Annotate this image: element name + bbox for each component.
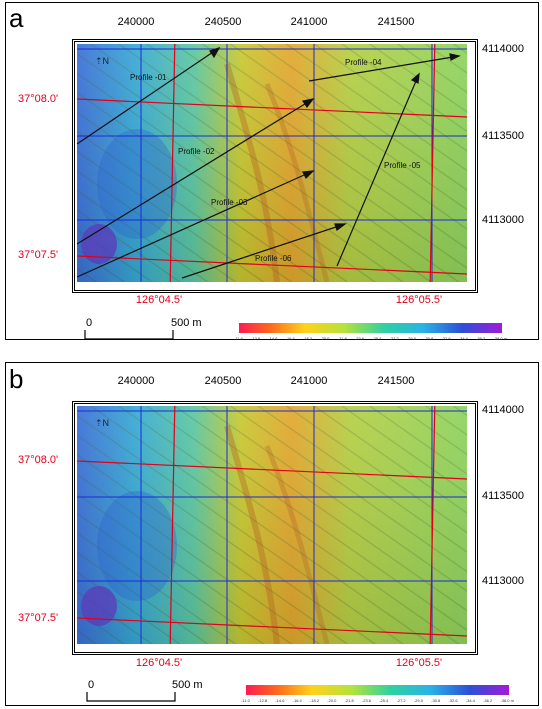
profile-label: Profile -05	[384, 161, 421, 170]
colorbar-tick: -23.6	[361, 698, 372, 703]
utm-y-label: 4113500	[482, 490, 525, 502]
longitude-label: 126°04.5'	[135, 657, 183, 669]
panel-b: b 240000 240500 241000 241500 4114000 41…	[5, 362, 539, 706]
profile-label: Profile -06	[255, 254, 292, 263]
colorbar-tick: -11.0	[234, 336, 243, 341]
utm-x-label: 241500	[377, 375, 415, 387]
north-arrow-icon: ⇡N	[95, 418, 110, 428]
colorbar-tick: -34.4	[458, 336, 468, 341]
colorbar-tick: -18.2	[302, 336, 313, 341]
depth-colorbar	[246, 685, 509, 695]
bathymetry-map: ⇡N	[77, 406, 467, 644]
scale-length-label: 500 m	[171, 317, 202, 329]
utm-x-label: 240000	[117, 16, 155, 28]
colorbar-tick: -21.8	[337, 336, 347, 341]
colorbar-tick: -20.0	[327, 698, 337, 703]
colorbar-tick: -27.2	[396, 698, 406, 703]
colorbar-tick: -36.2	[483, 698, 493, 703]
profile-label: Profile -02	[178, 147, 215, 156]
colorbar-tick: -36.2	[476, 336, 486, 341]
utm-x-label: 241500	[377, 16, 415, 28]
colorbar-tick: -11.0	[241, 698, 250, 703]
scale-bar	[84, 330, 174, 340]
utm-y-label: 4113000	[482, 575, 525, 587]
bathymetry-surface	[77, 406, 467, 644]
longitude-label: 126°04.5'	[135, 294, 183, 306]
colorbar-tick: -30.8	[431, 698, 441, 703]
colorbar-tick: -38.0 m	[500, 698, 514, 703]
bathymetry-map: ⇡N Profile -01 Profile -02 Profile -03 P…	[77, 44, 467, 282]
colorbar-tick: -16.4	[292, 698, 302, 703]
utm-y-label: 4113000	[482, 214, 525, 226]
profile-label: Profile -04	[345, 58, 382, 67]
scale-zero-label: 0	[88, 679, 95, 691]
colorbar-tick: -12.8	[251, 336, 261, 341]
scale-zero-label: 0	[86, 317, 93, 329]
panel-letter: b	[9, 364, 24, 394]
colorbar-tick: -21.8	[344, 698, 354, 703]
profile-label: Profile -03	[211, 198, 248, 207]
colorbar-tick: -12.8	[258, 698, 268, 703]
colorbar-tick: -34.4	[465, 698, 475, 703]
colorbar-tick: -25.4	[379, 698, 389, 703]
scale-length-label: 500 m	[172, 679, 203, 691]
panel-a: a 240000 240500 241000 241500 4114000 41…	[5, 2, 539, 341]
map-frame	[72, 39, 478, 293]
utm-y-label: 4114000	[482, 404, 525, 416]
colorbar-tick: -32.6	[448, 698, 458, 703]
map-frame	[72, 401, 478, 655]
north-arrow-icon: ⇡N	[95, 56, 110, 66]
colorbar-tick: -38.0 m	[493, 336, 507, 341]
colorbar-tick: -25.4	[372, 336, 382, 341]
latitude-label: 37°08.0'	[18, 454, 59, 466]
utm-x-label: 240500	[204, 16, 242, 28]
bathymetry-surface	[77, 44, 467, 282]
latitude-label: 37°07.5'	[18, 612, 59, 624]
colorbar-tick: -14.6	[268, 336, 278, 341]
profile-label: Profile -01	[130, 73, 167, 82]
scale-bar	[86, 692, 176, 702]
utm-x-label: 241000	[290, 375, 328, 387]
colorbar-tick: -14.6	[275, 698, 285, 703]
colorbar-tick: -29.0	[406, 336, 416, 341]
colorbar-tick: -20.0	[320, 336, 330, 341]
colorbar-tick: -27.2	[389, 336, 399, 341]
panel-letter: a	[9, 3, 24, 33]
utm-x-label: 241000	[290, 16, 328, 28]
depth-colorbar	[239, 323, 502, 333]
colorbar-tick: -32.6	[441, 336, 451, 341]
colorbar-ticks: -11.0 -12.8 -14.6 -16.4 -18.2 -20.0 -21.…	[241, 698, 514, 703]
utm-y-label: 4113500	[482, 130, 525, 142]
utm-x-label: 240500	[204, 375, 242, 387]
colorbar-tick: -30.8	[424, 336, 434, 341]
colorbar-ticks: -11.0 -12.8 -14.6 -16.4 -18.2 -20.0 -21.…	[234, 336, 507, 341]
longitude-label: 126°05.5'	[395, 657, 443, 669]
colorbar-tick: -16.4	[285, 336, 295, 341]
colorbar-tick: -23.6	[354, 336, 365, 341]
colorbar-tick: -18.2	[309, 698, 320, 703]
utm-x-label: 240000	[117, 375, 155, 387]
colorbar-tick: -29.0	[413, 698, 423, 703]
latitude-label: 37°07.5'	[18, 249, 59, 261]
longitude-label: 126°05.5'	[395, 294, 443, 306]
latitude-label: 37°08.0'	[18, 93, 59, 105]
utm-y-label: 4114000	[482, 43, 525, 55]
